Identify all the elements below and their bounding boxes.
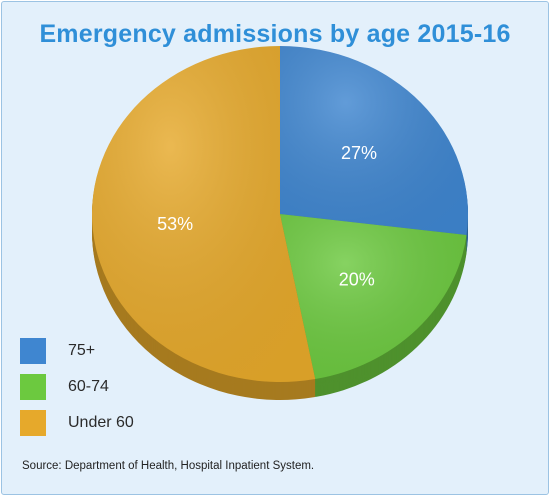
- legend-item-60-74: 60-74: [20, 369, 134, 405]
- pie-slice-sheen-under-60: [92, 46, 316, 382]
- slice-label-75-plus: 27%: [341, 143, 377, 163]
- slice-label-60-74: 20%: [339, 269, 375, 289]
- pie-slice-sheen-75-plus: [280, 46, 469, 236]
- pie-slices: [92, 46, 469, 382]
- legend: 75+ 60-74 Under 60: [20, 333, 134, 441]
- legend-item-75-plus: 75+: [20, 333, 134, 369]
- legend-swatch-75-plus: [20, 338, 46, 364]
- legend-label-under-60: Under 60: [68, 414, 134, 431]
- source-note: Source: Department of Health, Hospital I…: [22, 460, 315, 472]
- pie-slice-sheen-60-74: [280, 214, 467, 380]
- chart-title: Emergency admissions by age 2015-16: [39, 20, 511, 48]
- legend-swatch-under-60: [20, 410, 46, 436]
- legend-swatch-60-74: [20, 374, 46, 400]
- legend-label-60-74: 60-74: [68, 378, 109, 395]
- slice-label-under-60: 53%: [157, 214, 193, 234]
- legend-label-75-plus: 75+: [68, 342, 96, 359]
- pie-labels: 27% 20% 53%: [157, 143, 377, 290]
- legend-item-under-60: Under 60: [20, 405, 134, 441]
